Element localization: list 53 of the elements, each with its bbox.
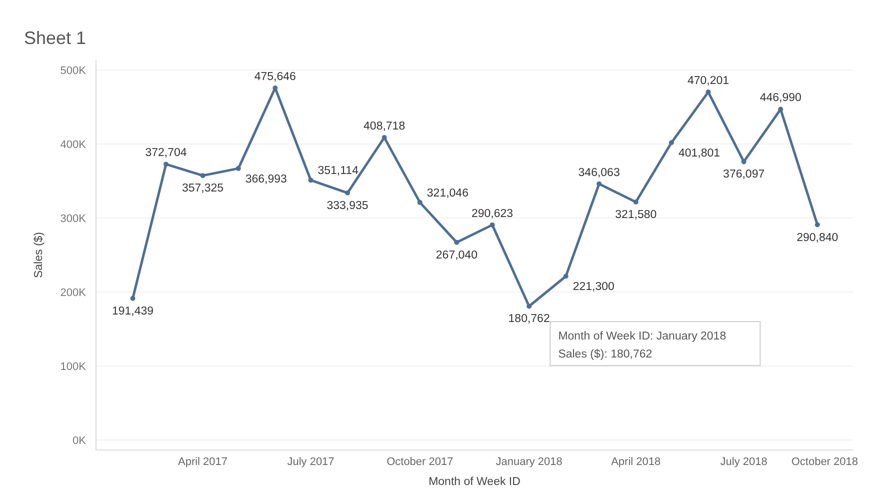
point	[563, 274, 568, 279]
point	[741, 159, 746, 164]
x-tick-label: October 2018	[791, 456, 858, 468]
data-label: 180,762	[508, 313, 550, 326]
point	[345, 190, 350, 196]
point	[417, 200, 422, 205]
data-label: 357,325	[182, 182, 224, 195]
data-label: 376,097	[723, 168, 765, 181]
data-label: 290,623	[472, 208, 514, 220]
y-tick-label: 500K	[60, 65, 87, 77]
y-tick-label: 100K	[60, 361, 87, 373]
point	[164, 162, 169, 167]
data-label: 351,114	[318, 165, 360, 178]
x-tick-label: October 2017	[386, 456, 454, 468]
data-label: 191,439	[112, 305, 154, 318]
point	[236, 166, 241, 171]
data-label: 408,718	[364, 120, 406, 133]
data-label: 321,580	[615, 209, 657, 222]
x-tick-label: April 2018	[611, 456, 661, 468]
x-tick-label: July 2018	[720, 456, 768, 468]
data-label: 267,040	[436, 249, 478, 262]
y-tick-label: 200K	[60, 287, 87, 299]
point	[308, 178, 314, 183]
point	[668, 140, 674, 146]
x-tick-label: January 2018	[496, 456, 562, 468]
point	[454, 240, 460, 245]
data-label: 401,801	[678, 148, 720, 160]
annotation: Month of Week ID: January 2018 Sales ($): 180,762	[558, 330, 726, 361]
data-label: 475,646	[254, 71, 296, 84]
y-axis-title: Sales ($)	[33, 232, 45, 278]
data-label: 221,300	[572, 281, 614, 294]
point	[633, 200, 638, 205]
x-tick-label: July 2017	[287, 456, 334, 468]
point	[814, 222, 820, 228]
x-tick-label: April 2017	[178, 456, 228, 468]
data-label: 470,201	[687, 75, 730, 88]
data-label: 366,993	[245, 173, 287, 186]
point	[490, 222, 495, 228]
data-label: 446,990	[760, 92, 802, 104]
y-tick-label: 300K	[60, 213, 87, 225]
point	[596, 181, 602, 186]
data-label: 333,935	[326, 200, 368, 212]
y-tick-label: 400K	[60, 139, 87, 151]
data-label: 372,704	[145, 147, 188, 160]
point	[130, 296, 136, 301]
x-axis-title: Month of Week ID	[428, 476, 520, 488]
data-label: 290,840	[796, 232, 838, 244]
chart-title: Sheet 1	[24, 28, 86, 48]
point	[200, 173, 206, 178]
point	[526, 304, 532, 309]
y-tick-label: 0K	[72, 435, 87, 447]
data-label: 346,063	[578, 166, 620, 179]
data-label: 321,046	[426, 187, 468, 200]
